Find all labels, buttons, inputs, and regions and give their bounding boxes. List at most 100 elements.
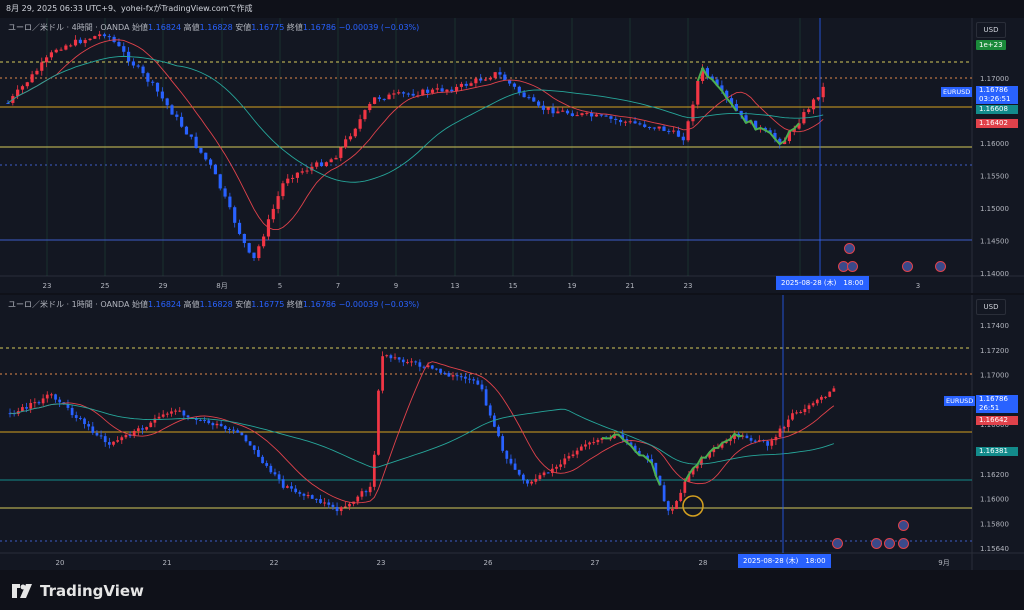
x-tick-label: 8月 xyxy=(216,282,227,290)
candle-body xyxy=(623,121,628,123)
candle-body xyxy=(223,426,227,430)
chart-canvas-1h[interactable]: 1.174001.172001.170001.168001.166001.164… xyxy=(0,295,1024,570)
candle-body xyxy=(236,430,240,433)
candle-body xyxy=(277,474,281,480)
candle-body xyxy=(319,499,322,503)
candle-body xyxy=(521,474,525,481)
candle-body xyxy=(551,107,555,114)
candle-body xyxy=(244,435,248,442)
candle-body xyxy=(78,39,82,44)
candle-body xyxy=(565,110,570,114)
candle-body xyxy=(687,474,691,482)
currency-button[interactable]: USD xyxy=(976,22,1006,38)
candle-body xyxy=(324,162,328,167)
highlight-line xyxy=(601,433,661,486)
brand-name: TradingView xyxy=(40,582,144,600)
candle-body xyxy=(820,396,823,400)
candle-body xyxy=(797,123,801,129)
candle-body xyxy=(683,481,687,493)
candle-body xyxy=(493,72,497,78)
candle-body xyxy=(522,92,526,98)
candle-body xyxy=(161,414,165,417)
candle-body xyxy=(30,74,34,83)
event-icon[interactable] xyxy=(935,261,946,272)
candle-body xyxy=(175,114,179,117)
event-icon[interactable] xyxy=(871,538,882,549)
event-icon[interactable] xyxy=(832,538,843,549)
candle-body xyxy=(6,102,10,104)
candle-body xyxy=(165,413,169,415)
candle-body xyxy=(372,97,377,104)
candle-body xyxy=(488,77,492,80)
y-tick-label: 1.15500 xyxy=(980,173,1009,181)
candle-body xyxy=(832,388,836,392)
candle-body xyxy=(54,49,58,53)
candle-body xyxy=(686,121,690,141)
candle-body xyxy=(79,417,82,419)
candle-body xyxy=(513,463,517,470)
ohlc-legend-4h: ユーロ／米ドル · 4時間 · OANDA 始値1.16824 高値1.1682… xyxy=(8,23,420,32)
candle-body xyxy=(725,90,729,99)
chart-canvas-4h[interactable]: 1.170001.165001.160001.155001.150001.145… xyxy=(0,18,1024,293)
candle-body xyxy=(700,68,705,81)
ma-tag: 1.16402 xyxy=(976,119,1018,128)
x-tick-label: 20 xyxy=(56,559,65,567)
event-icon[interactable] xyxy=(844,243,855,254)
candle-body xyxy=(207,420,211,424)
candle-body xyxy=(120,437,124,441)
candle-body xyxy=(16,89,20,97)
candle-body xyxy=(257,449,260,457)
candle-body xyxy=(281,479,285,488)
last-price-tag: 1.16786 xyxy=(976,86,1018,95)
x-tick-label: 15 xyxy=(509,282,518,290)
candle-body xyxy=(426,365,430,368)
x-tick-label: 21 xyxy=(626,282,635,290)
highlight-circle xyxy=(682,495,704,517)
candle-body xyxy=(647,126,652,128)
candle-body xyxy=(705,68,710,77)
x-tick-label: 29 xyxy=(159,282,168,290)
event-icon[interactable] xyxy=(902,261,913,272)
event-icon[interactable] xyxy=(884,538,895,549)
candle-body xyxy=(50,394,53,396)
candle-body xyxy=(319,162,324,167)
candle-body xyxy=(792,128,796,132)
candle-body xyxy=(729,98,734,105)
candle-body xyxy=(178,410,182,412)
candle-body xyxy=(720,443,724,448)
candle-body xyxy=(778,138,782,145)
highlight-line xyxy=(740,114,800,146)
candle-body xyxy=(8,413,12,415)
candle-body xyxy=(646,455,649,460)
candle-body xyxy=(276,196,280,209)
candle-body xyxy=(124,435,128,438)
x-tick-label: 3 xyxy=(916,282,920,290)
candle-body xyxy=(594,114,599,117)
candle-body xyxy=(69,45,73,47)
currency-button[interactable]: USD xyxy=(976,299,1006,315)
candle-body xyxy=(252,252,256,259)
candle-body xyxy=(174,410,177,412)
candle-body xyxy=(377,97,382,99)
candle-body xyxy=(33,402,37,404)
chart-pane-4h[interactable]: 1.170001.165001.160001.155001.150001.145… xyxy=(0,18,1024,293)
event-icon[interactable] xyxy=(847,261,858,272)
candle-body xyxy=(99,435,103,437)
candle-body xyxy=(103,436,107,443)
ma-tag: 1.16608 xyxy=(976,105,1018,114)
crosshair-date-label: 2025-08-28 (木) 18:00 xyxy=(776,276,869,290)
candle-body xyxy=(498,72,502,75)
y-tick-label: 1.16000 xyxy=(980,140,1009,148)
candle-body xyxy=(215,423,219,426)
candle-body xyxy=(588,442,591,445)
chart-pane-1h[interactable]: 1.174001.172001.170001.168001.166001.164… xyxy=(0,295,1024,570)
candle-body xyxy=(570,113,574,116)
candle-body xyxy=(807,405,811,409)
event-icon[interactable] xyxy=(898,520,909,531)
candle-body xyxy=(265,463,269,466)
event-icon[interactable] xyxy=(898,538,909,549)
candle-body xyxy=(464,83,468,86)
candle-body xyxy=(613,434,616,439)
candle-body xyxy=(257,246,261,259)
candle-body xyxy=(155,82,160,92)
